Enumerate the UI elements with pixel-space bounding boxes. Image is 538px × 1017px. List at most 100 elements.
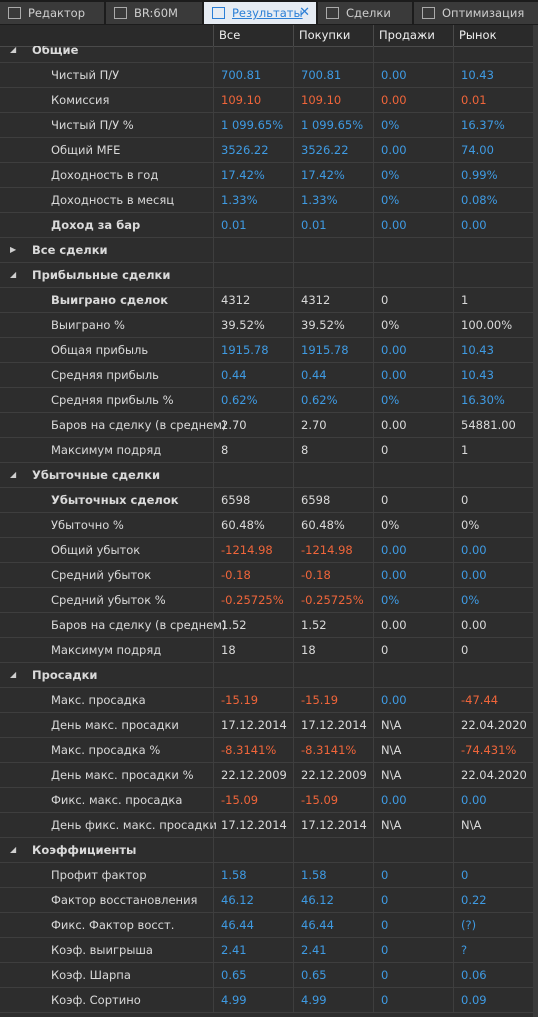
row-label: Средний убыток % [51,593,166,607]
data-row: Максимум подряд 8 8 0 1 [0,438,533,463]
value-cell: -0.18 [213,563,293,587]
row-label: Коэф. Сортино [51,993,141,1007]
value-cell: 17.12.2014 [213,713,293,737]
value-cell: -15.09 [293,788,373,812]
value-cell: 54881.00 [453,413,533,437]
value-cell: 109.10 [213,88,293,112]
value-cell: 46.12 [293,888,373,912]
row-label: Коэф. выигрыша [51,943,153,957]
tab[interactable]: Сделки [318,2,412,24]
tab-label: Оптимизация [442,6,525,20]
data-row: Убыточных сделок 6598 6598 0 0 [0,488,533,513]
value-cell: 0.99% [453,163,533,187]
tab[interactable]: Результаты ✕ [204,2,316,24]
value-cell: 0.00 [373,338,453,362]
value-cell: 74.00 [453,138,533,162]
value-cell [373,238,453,262]
column-header[interactable]: Рынок [453,25,533,46]
row-label: День фикс. макс. просадки [51,818,217,832]
column-header[interactable]: Продажи [373,25,453,46]
tab-icon [114,7,127,19]
value-cell [293,838,373,862]
value-cell: -0.25725% [213,588,293,612]
section-row[interactable]: Коэффициенты ◢ [0,838,533,863]
value-cell: 0.65 [213,963,293,987]
tab[interactable]: BR:60M [106,2,202,24]
tab[interactable]: Редактор [0,2,104,24]
row-label: День макс. просадки [51,718,179,732]
tab-label: BR:60M [134,6,178,20]
section-row[interactable]: Убыточные сделки ◢ [0,463,533,488]
data-row: Чистый П/У 700.81 700.81 0.00 10.43 [0,63,533,88]
value-cell: 0.44 [213,363,293,387]
section-label: Просадки [32,668,98,682]
data-row: Профит фактор 1.58 1.58 0 0 [0,863,533,888]
value-cell: 10.43 [453,63,533,87]
section-label: Коэффициенты [32,843,137,857]
value-cell: 8 [213,438,293,462]
section-row[interactable]: Общие ◢ [0,46,533,63]
value-cell: 0.00 [453,538,533,562]
section-row[interactable]: Все сделки ▶ [0,238,533,263]
value-cell: -8.3141% [293,738,373,762]
value-cell [213,463,293,487]
value-cell: 0.06 [453,963,533,987]
value-cell: -15.19 [293,688,373,712]
row-label: Фактор восстановления [51,893,198,907]
close-button[interactable]: ✕ [299,5,310,20]
section-row[interactable]: Прибыльные сделки ◢ [0,263,533,288]
expand-arrow[interactable]: ▶ [10,245,17,254]
column-header[interactable]: Все [213,25,293,46]
row-label: Общая прибыль [51,343,149,357]
row-label: Макс. просадка [51,693,146,707]
column-header[interactable]: Покупки [293,25,373,46]
value-cell: 0.00 [373,138,453,162]
data-row: Общий MFE 3526.22 3526.22 0.00 74.00 [0,138,533,163]
value-cell: 60.48% [293,513,373,537]
value-cell [293,238,373,262]
expand-arrow[interactable]: ◢ [10,46,17,54]
expand-arrow[interactable]: ◢ [10,670,17,679]
section-row[interactable]: Просадки ◢ [0,663,533,688]
tab[interactable]: Оптимизация [414,2,538,24]
value-cell: 0.00 [453,563,533,587]
expand-arrow[interactable]: ◢ [10,270,17,279]
value-cell: 1 [453,438,533,462]
value-cell: 1.52 [213,613,293,637]
value-cell [453,238,533,262]
tab-icon [422,7,435,19]
value-cell: 0.00 [373,788,453,812]
expand-arrow[interactable]: ◢ [10,470,17,479]
section-label: Все сделки [32,243,108,257]
value-cell: N\A [373,763,453,787]
value-cell: 2.70 [213,413,293,437]
value-cell: 0 [373,963,453,987]
value-cell [213,238,293,262]
value-cell: 8 [293,438,373,462]
data-row: Средняя прибыль 0.44 0.44 0.00 10.43 [0,363,533,388]
data-row: Общий убыток -1214.98 -1214.98 0.00 0.00 [0,538,533,563]
table-header: Все Покупки Продажи Рынок [0,25,538,47]
value-cell [213,663,293,687]
value-cell: -15.09 [213,788,293,812]
value-cell: 0% [373,163,453,187]
row-label: День макс. просадки % [51,768,194,782]
value-cell: 1915.78 [293,338,373,362]
row-label: Макс. просадка % [51,743,161,757]
value-cell: 39.52% [293,313,373,337]
data-row: Средний убыток % -0.25725% -0.25725% 0% 0% [0,588,533,613]
value-cell: 3526.22 [293,138,373,162]
section-label: Общие [32,46,79,57]
row-label: Чистый П/У [51,68,120,82]
row-label: Общий убыток [51,543,141,557]
value-cell: 0 [373,638,453,662]
scrollbar[interactable] [533,25,538,1017]
value-cell: 0.00 [373,688,453,712]
value-cell: 0.00 [373,363,453,387]
value-cell: 0 [453,638,533,662]
row-label: Выиграно % [51,318,125,332]
value-cell: 4312 [213,288,293,312]
row-label: Фикс. Фактор восст. [51,918,175,932]
value-cell [293,46,373,62]
expand-arrow[interactable]: ◢ [10,845,17,854]
